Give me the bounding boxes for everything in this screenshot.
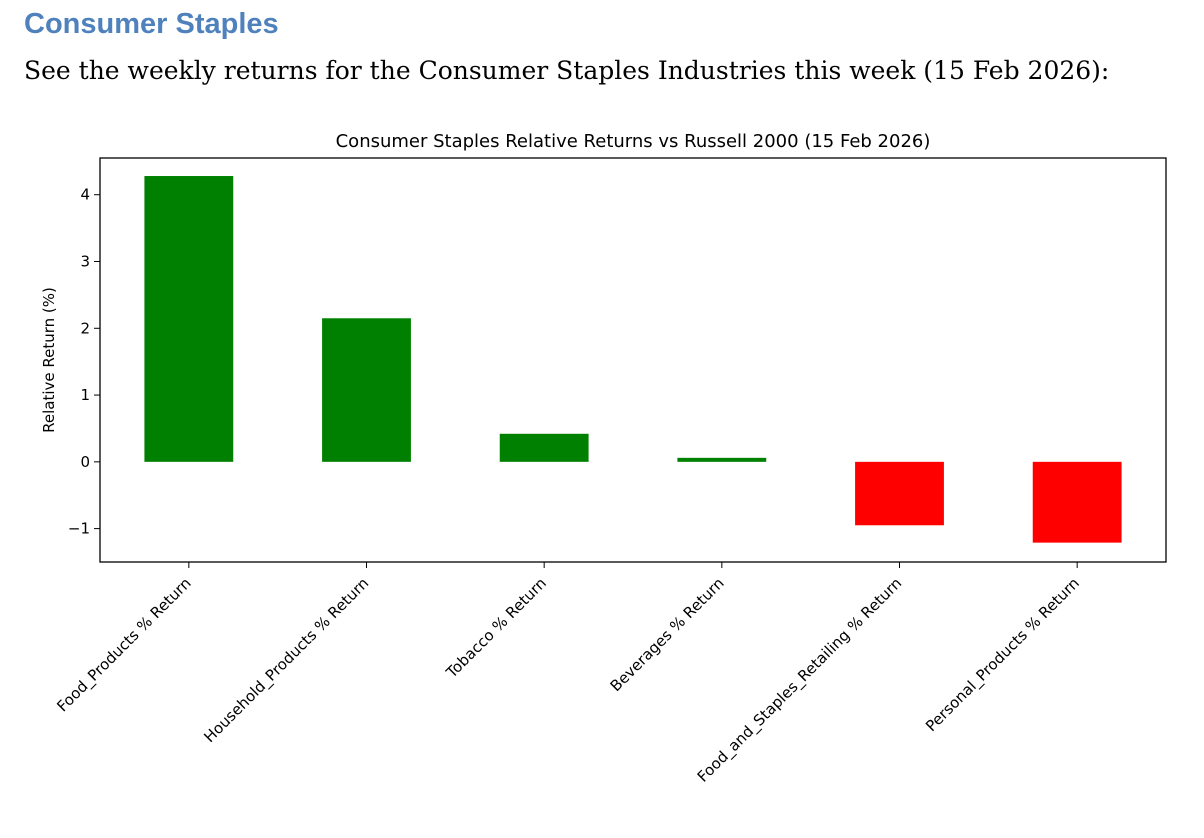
x-tick-label: Tobacco % Return <box>442 574 550 682</box>
intro-text: See the weekly returns for the Consumer … <box>24 56 1110 85</box>
y-tick-label: 1 <box>80 386 90 404</box>
bars-group <box>144 176 1122 543</box>
bar-2 <box>499 433 589 462</box>
y-tick-label: −1 <box>68 520 90 538</box>
x-tick-label: Food_Products % Return <box>53 574 195 716</box>
y-axis-label: Relative Return (%) <box>40 287 58 433</box>
plot-frame <box>99 157 1167 563</box>
x-tick-label: Household_Products % Return <box>200 574 373 747</box>
y-axis: −1 0 1 2 3 4 <box>68 186 100 538</box>
bar-4 <box>855 461 944 526</box>
y-tick-label: 3 <box>80 253 90 271</box>
bar-0 <box>144 176 234 462</box>
x-tick-label: Food_and_Staples_Retailing % Return <box>694 574 906 786</box>
section-heading: Consumer Staples <box>24 8 279 40</box>
x-tick-label: Personal_Products % Return <box>922 574 1084 736</box>
y-tick-label: 2 <box>80 319 90 337</box>
x-axis: Food_Products % Return Household_Products… <box>53 562 1084 786</box>
bar-1 <box>322 318 411 462</box>
chart-title: Consumer Staples Relative Returns vs Rus… <box>336 131 931 152</box>
bar-3 <box>677 457 767 462</box>
y-tick-label: 0 <box>80 453 90 471</box>
y-tick-label: 4 <box>80 186 90 204</box>
x-tick-label: Beverages % Return <box>607 574 728 695</box>
bar-5 <box>1032 461 1122 543</box>
